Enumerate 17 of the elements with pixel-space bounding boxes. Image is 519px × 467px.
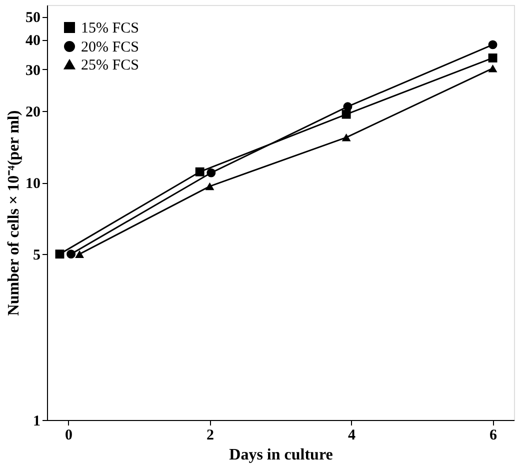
x-tick-label: 4 <box>348 428 356 444</box>
y-tick-label: 1 <box>33 414 40 430</box>
y-tick-label: 20 <box>26 104 40 121</box>
x-tick-label: 6 <box>490 428 498 444</box>
x-tick-label: 2 <box>206 428 214 444</box>
y-tick-label: 30 <box>26 62 40 79</box>
point <box>75 250 84 258</box>
legend-label: 20% FCS <box>81 40 139 56</box>
legend-label: 15% FCS <box>81 20 139 36</box>
y-axis-title: Number of cells × 10⁻⁴(per ml) <box>6 110 22 316</box>
legend-label: 25% FCS <box>81 58 139 74</box>
y-tick-label: 5 <box>33 248 40 264</box>
x-tick-label: 0 <box>64 428 72 444</box>
x-axis-title: Days in culture <box>229 446 333 464</box>
y-tick-label: 10 <box>26 176 40 192</box>
y-tick-label: 50 <box>26 10 40 26</box>
y-tick-label: 40 <box>26 33 40 50</box>
